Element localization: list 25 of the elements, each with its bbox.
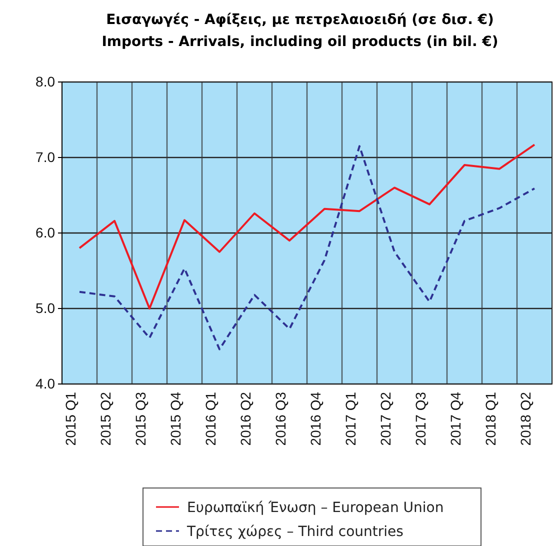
x-tick-label: 2015 Q1 [62, 392, 78, 446]
line-series [78, 144, 536, 310]
x-tick-label: 2017 Q1 [342, 392, 358, 446]
x-tick-label: 2018 Q1 [482, 392, 498, 446]
y-tick-label: 8.0 [36, 73, 56, 90]
x-tick-label: 2017 Q4 [447, 392, 464, 446]
y-tick-label: 7.0 [36, 148, 56, 165]
legend-label: Ευρωπαϊκή Ένωση – European Union [187, 500, 444, 516]
x-tick-label: 2015 Q2 [97, 392, 114, 446]
x-tick-label: 2015 Q4 [167, 392, 184, 446]
x-tick-label: 2017 Q3 [412, 392, 428, 446]
legend-label: Τρίτες χώρες – Third countries [186, 524, 404, 540]
x-tick-label: 2015 Q3 [132, 392, 148, 446]
y-tick-label: 4.0 [36, 375, 56, 392]
x-tick-label: 2018 Q2 [517, 392, 534, 446]
x-tick-label: 2016 Q3 [272, 392, 288, 446]
chart-subtitle: Imports - Arrivals, including oil products (in bil. €) [102, 34, 498, 50]
x-tick-label: 2016 Q2 [237, 392, 254, 446]
y-tick-label: 6.0 [36, 224, 56, 240]
x-tick-label: 2016 Q4 [307, 392, 324, 446]
x-tick-label: 2016 Q1 [202, 392, 218, 446]
chart-title: Εισαγωγές - Αφίξεις, με πετρελαιοειδή (σε δισ. €) [106, 12, 494, 28]
y-tick-label: 5.0 [36, 300, 56, 316]
x-tick-label: 2017 Q2 [377, 392, 394, 446]
line-series [78, 145, 536, 350]
